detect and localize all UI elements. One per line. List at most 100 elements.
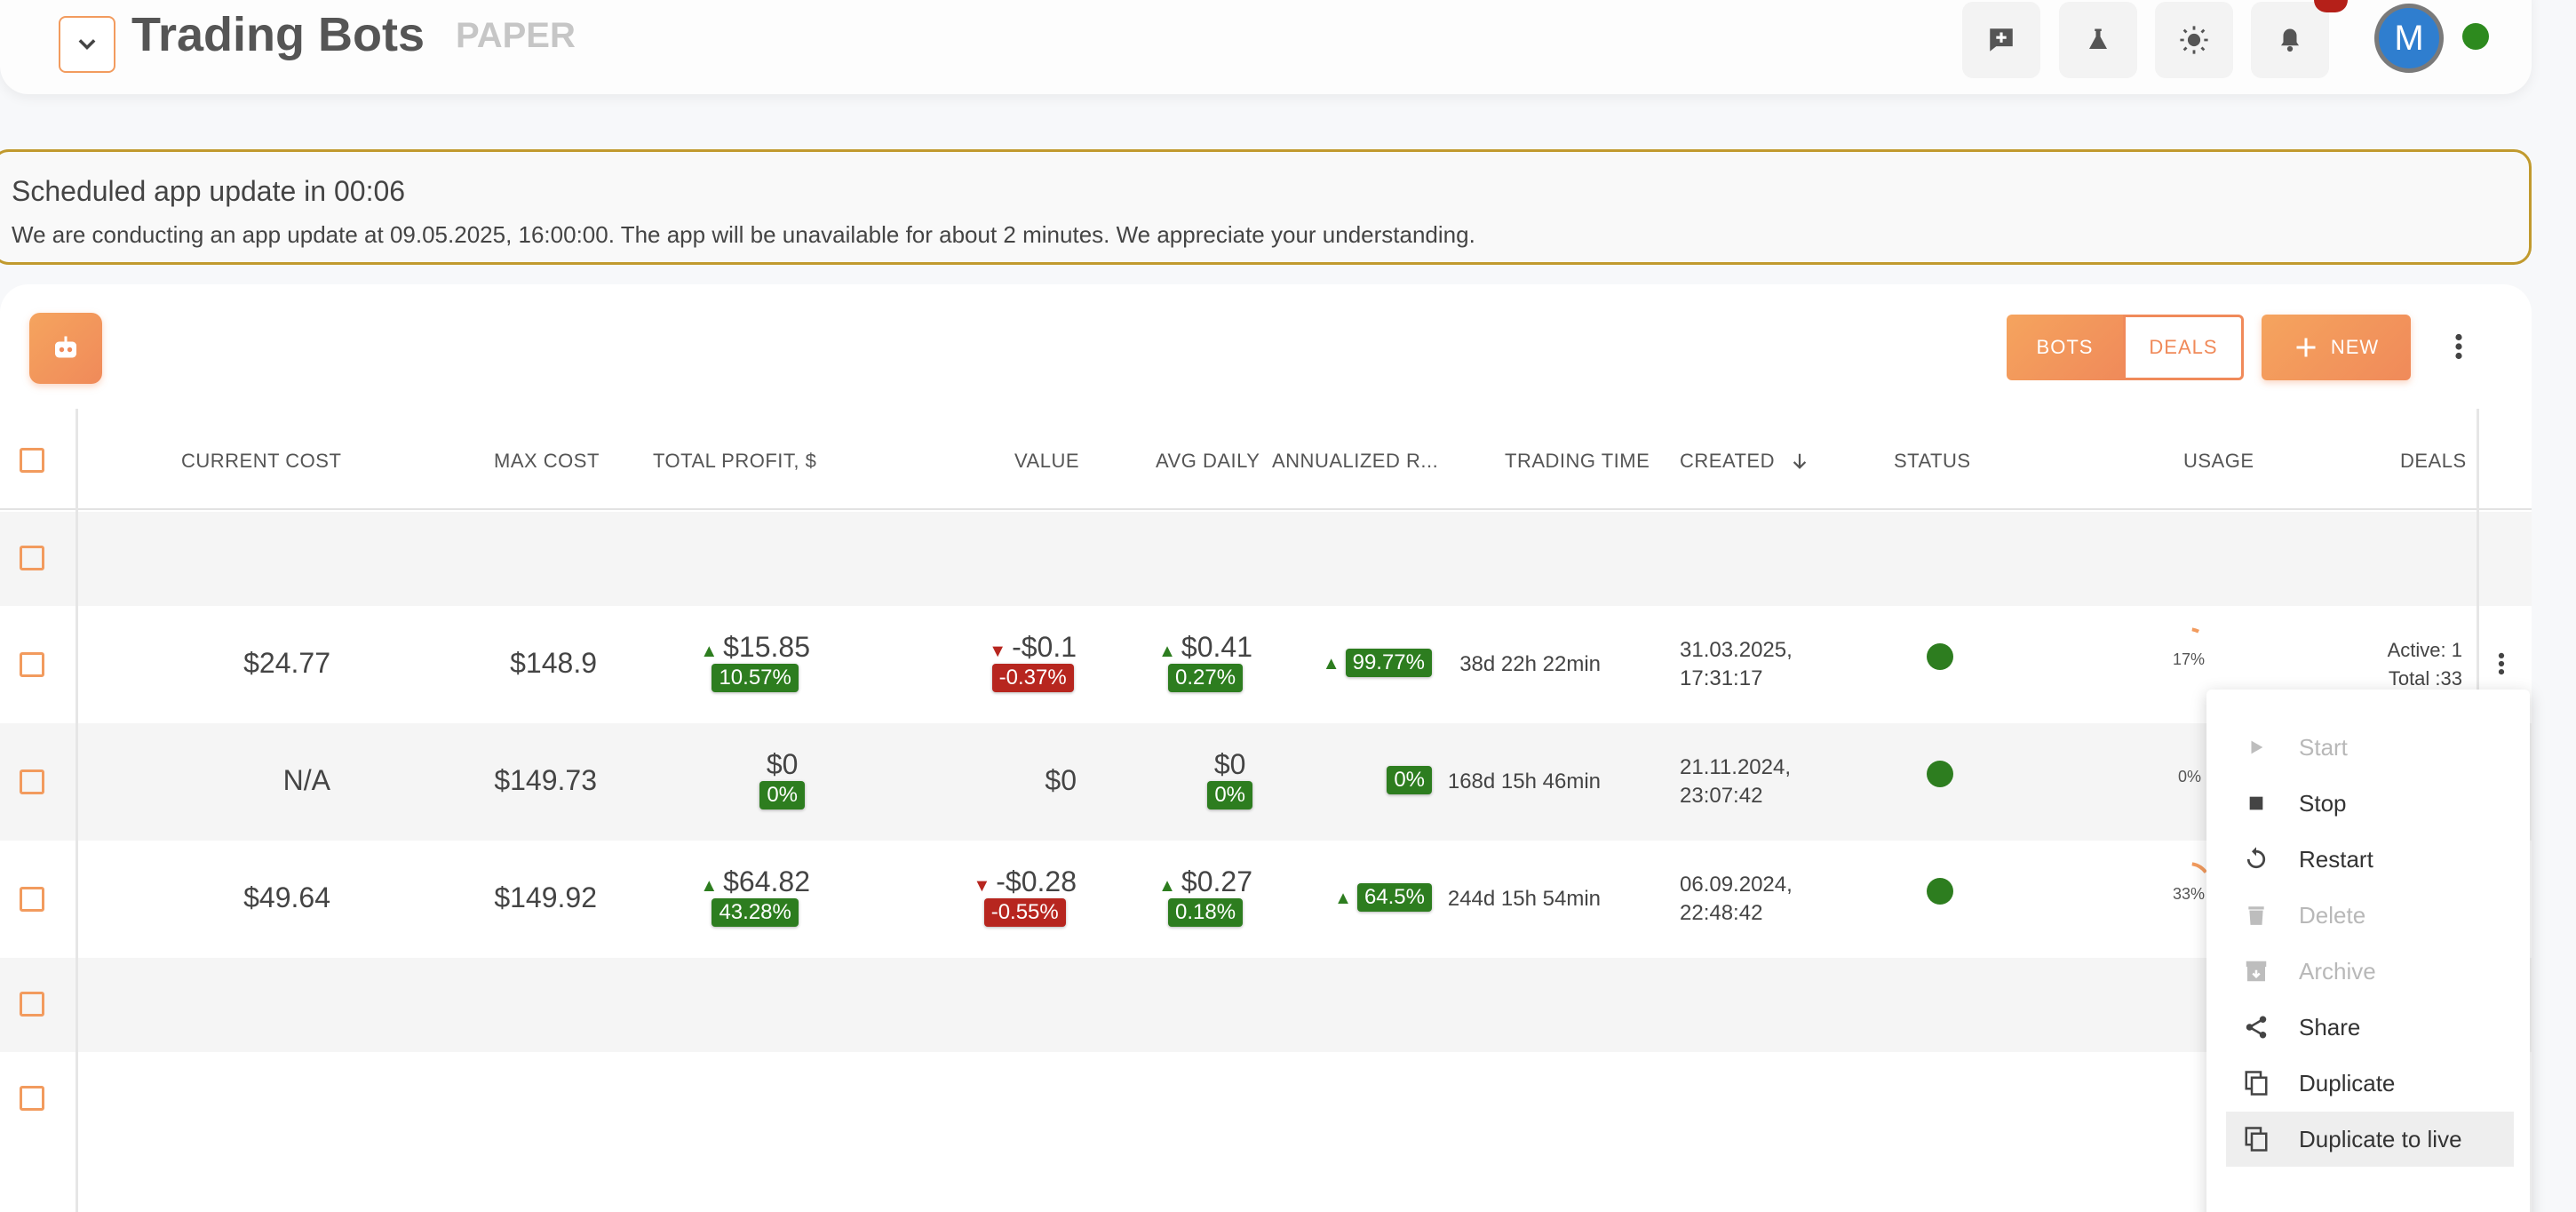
avg-daily-cell: ▲ $0.41 0.27% xyxy=(1158,631,1252,692)
up-arrow-icon: ▲ xyxy=(1158,642,1176,661)
annualized-cell: ▲ 99.77% xyxy=(1323,649,1432,677)
row-checkbox[interactable] xyxy=(20,546,44,570)
more-vertical-icon xyxy=(2455,333,2462,360)
menu-item-label: Stop xyxy=(2299,789,2347,817)
created-date: 06.09.2024, xyxy=(1680,873,1793,897)
avg-daily-cell: $0 0% xyxy=(1207,748,1252,809)
lab-button[interactable] xyxy=(2059,2,2137,78)
avg-daily: $0 xyxy=(1213,748,1246,780)
notification-badge xyxy=(2314,0,2348,12)
col-created[interactable]: CREATED xyxy=(1680,450,1809,473)
menu-item-delete[interactable]: Delete xyxy=(2226,888,2514,943)
avatar[interactable]: M xyxy=(2374,4,2444,73)
trading-time: 244d 15h 54min xyxy=(1447,887,1601,911)
status-dot xyxy=(1927,643,1953,670)
current-cost: $49.64 xyxy=(243,881,330,913)
row-checkbox[interactable] xyxy=(20,1086,44,1111)
value-pct: -0.37% xyxy=(991,664,1074,692)
deals-cell: Active: 1 Total :33 xyxy=(2388,636,2462,693)
created-cell: 06.09.2024, 22:48:42 xyxy=(1680,871,1793,928)
flask-icon xyxy=(2089,28,2107,49)
value-pct: -0.55% xyxy=(983,898,1066,927)
avg-daily-pct: 0.27% xyxy=(1168,664,1244,692)
col-current-cost[interactable]: CURRENT COST xyxy=(181,450,342,472)
col-usage[interactable]: USAGE xyxy=(2183,450,2254,472)
trash-icon xyxy=(2240,899,2272,931)
created-cell: 31.03.2025, 17:31:17 xyxy=(1680,636,1793,693)
col-annualized[interactable]: ANNUALIZED R... xyxy=(1272,450,1439,472)
col-trading-time[interactable]: TRADING TIME xyxy=(1505,450,1650,472)
annualized: 99.77% xyxy=(1345,649,1432,677)
feedback-button[interactable] xyxy=(1962,2,2040,78)
value: -$0.1 xyxy=(1012,631,1077,663)
down-arrow-icon: ▼ xyxy=(989,642,1007,661)
stop-icon xyxy=(2240,787,2272,819)
table-row[interactable]: N/A $149.73 $0 0% $0 $0 0% 0% 168d 15h 4… xyxy=(0,723,2532,841)
status-dot xyxy=(1927,761,1953,787)
deals-total: Total :33 xyxy=(2388,667,2462,690)
table-row[interactable]: $24.77 $148.9 ▲ $15.85 10.57% ▼ -$0.1 -0.3… xyxy=(0,606,2532,723)
value-cell: ▼ -$0.28 -0.55% xyxy=(973,865,1077,927)
menu-item-stop[interactable]: Stop xyxy=(2226,776,2514,831)
sidebar-toggle-button[interactable] xyxy=(59,16,115,73)
col-deals[interactable]: DEALS xyxy=(2400,450,2467,472)
tab-bots[interactable]: BOTS xyxy=(2007,315,2123,380)
total-profit: $64.82 xyxy=(723,865,810,897)
col-status[interactable]: STATUS xyxy=(1894,450,1971,472)
current-cost: N/A xyxy=(282,764,330,796)
restart-icon xyxy=(2240,843,2272,875)
col-max-cost[interactable]: MAX COST xyxy=(494,450,600,472)
total-profit-cell: ▲ $64.82 43.28% xyxy=(700,865,810,927)
copy-icon xyxy=(2240,1067,2272,1099)
select-all-checkbox[interactable] xyxy=(20,448,44,473)
max-cost: $149.92 xyxy=(494,881,597,913)
avg-daily-pct: 0.18% xyxy=(1168,898,1244,927)
menu-item-start[interactable]: Start xyxy=(2226,720,2514,775)
row-checkbox[interactable] xyxy=(20,887,44,912)
menu-item-restart[interactable]: Restart xyxy=(2226,832,2514,887)
total-profit: $0 xyxy=(766,748,799,780)
notice-text: We are conducting an app update at 09.05… xyxy=(12,221,1475,248)
toolbar-more-button[interactable] xyxy=(2441,329,2477,364)
total-profit-pct: 43.28% xyxy=(712,898,799,927)
row-checkbox[interactable] xyxy=(20,769,44,794)
robot-icon xyxy=(55,336,76,358)
row-checkbox[interactable] xyxy=(20,992,44,1017)
menu-item-share[interactable]: Share xyxy=(2226,1000,2514,1055)
up-arrow-icon: ▲ xyxy=(700,876,719,896)
menu-item-duplicate[interactable]: Duplicate xyxy=(2226,1056,2514,1111)
usage-gauge-arc xyxy=(2191,627,2200,634)
notice-title: Scheduled app update in 00:06 xyxy=(12,175,406,207)
avg-daily: $0.41 xyxy=(1181,631,1252,663)
tab-deals[interactable]: DEALS xyxy=(2123,315,2244,380)
col-value[interactable]: VALUE xyxy=(1014,450,1080,472)
table-row xyxy=(0,1052,2532,1146)
current-cost: $24.77 xyxy=(243,647,330,679)
usage-label: 17% xyxy=(2173,650,2206,668)
new-button-label: NEW xyxy=(2330,336,2380,358)
notifications-button[interactable] xyxy=(2251,2,2329,78)
menu-item-label: Share xyxy=(2299,1013,2361,1041)
table-row xyxy=(0,512,2532,606)
trading-time: 168d 15h 46min xyxy=(1447,769,1601,793)
menu-item-label: Start xyxy=(2299,733,2348,761)
menu-item-duplicate-to-live[interactable]: Duplicate to live xyxy=(2226,1112,2514,1167)
usage-gauge xyxy=(2191,862,2207,873)
new-bot-button[interactable]: NEW xyxy=(2262,315,2411,380)
row-checkbox[interactable] xyxy=(20,652,44,677)
theme-button[interactable] xyxy=(2155,2,2233,78)
col-total-profit[interactable]: TOTAL PROFIT, $ xyxy=(653,450,817,472)
value: -$0.28 xyxy=(996,865,1077,897)
arrow-down-icon xyxy=(1793,453,1806,469)
menu-item-archive[interactable]: Archive xyxy=(2226,944,2514,999)
table-row[interactable]: $49.64 $149.92 ▲ $64.82 43.28% ▼ -$0.28 -0… xyxy=(0,841,2532,958)
menu-item-label: Duplicate to live xyxy=(2299,1125,2462,1152)
annualized: 0% xyxy=(1387,766,1432,794)
created-cell: 21.11.2024, 23:07:42 xyxy=(1680,754,1791,810)
col-avg-daily[interactable]: AVG DAILY xyxy=(1156,450,1260,472)
up-arrow-icon: ▲ xyxy=(1334,889,1352,908)
bot-type-button[interactable] xyxy=(29,313,102,384)
add-comment-icon xyxy=(1990,28,2013,52)
total-profit-pct: 10.57% xyxy=(712,664,799,692)
row-more-button[interactable] xyxy=(2498,652,2505,680)
